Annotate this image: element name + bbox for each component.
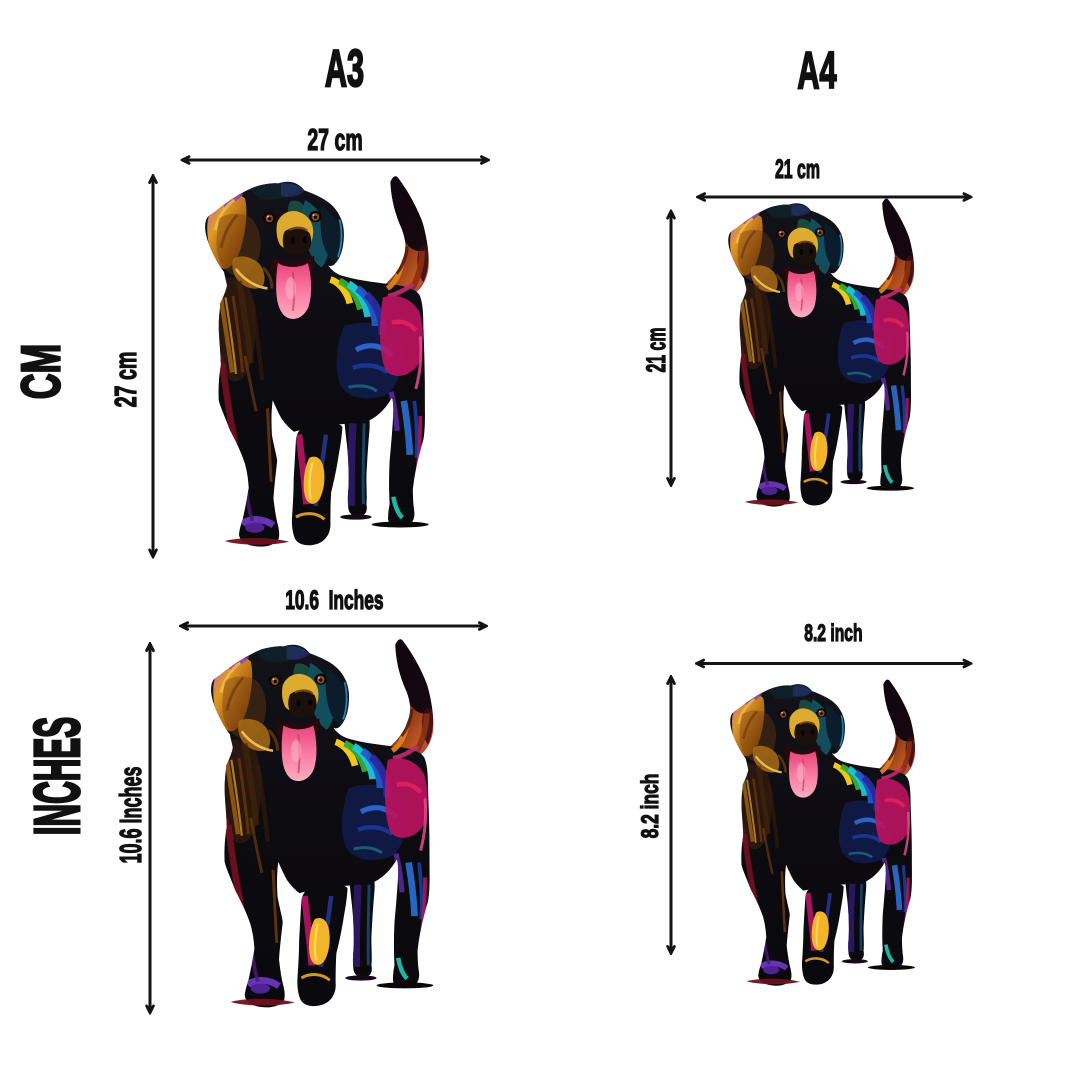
svg-text:21 cm: 21 cm (775, 154, 820, 184)
svg-text:CM: CM (10, 344, 72, 400)
svg-text:INCHES: INCHES (21, 717, 93, 835)
svg-text:A3: A3 (325, 40, 364, 98)
svg-text:27 cm: 27 cm (307, 124, 362, 158)
svg-text:A4: A4 (797, 42, 836, 100)
svg-text:8.2 inch: 8.2 inch (804, 620, 862, 647)
svg-text:10.6 Inches: 10.6 Inches (285, 585, 383, 615)
svg-text:10.6 Inches: 10.6 Inches (114, 767, 148, 864)
svg-text:27 cm: 27 cm (107, 352, 143, 408)
svg-text:8.2 inch: 8.2 inch (636, 774, 664, 839)
svg-text:21 cm: 21 cm (641, 327, 671, 372)
